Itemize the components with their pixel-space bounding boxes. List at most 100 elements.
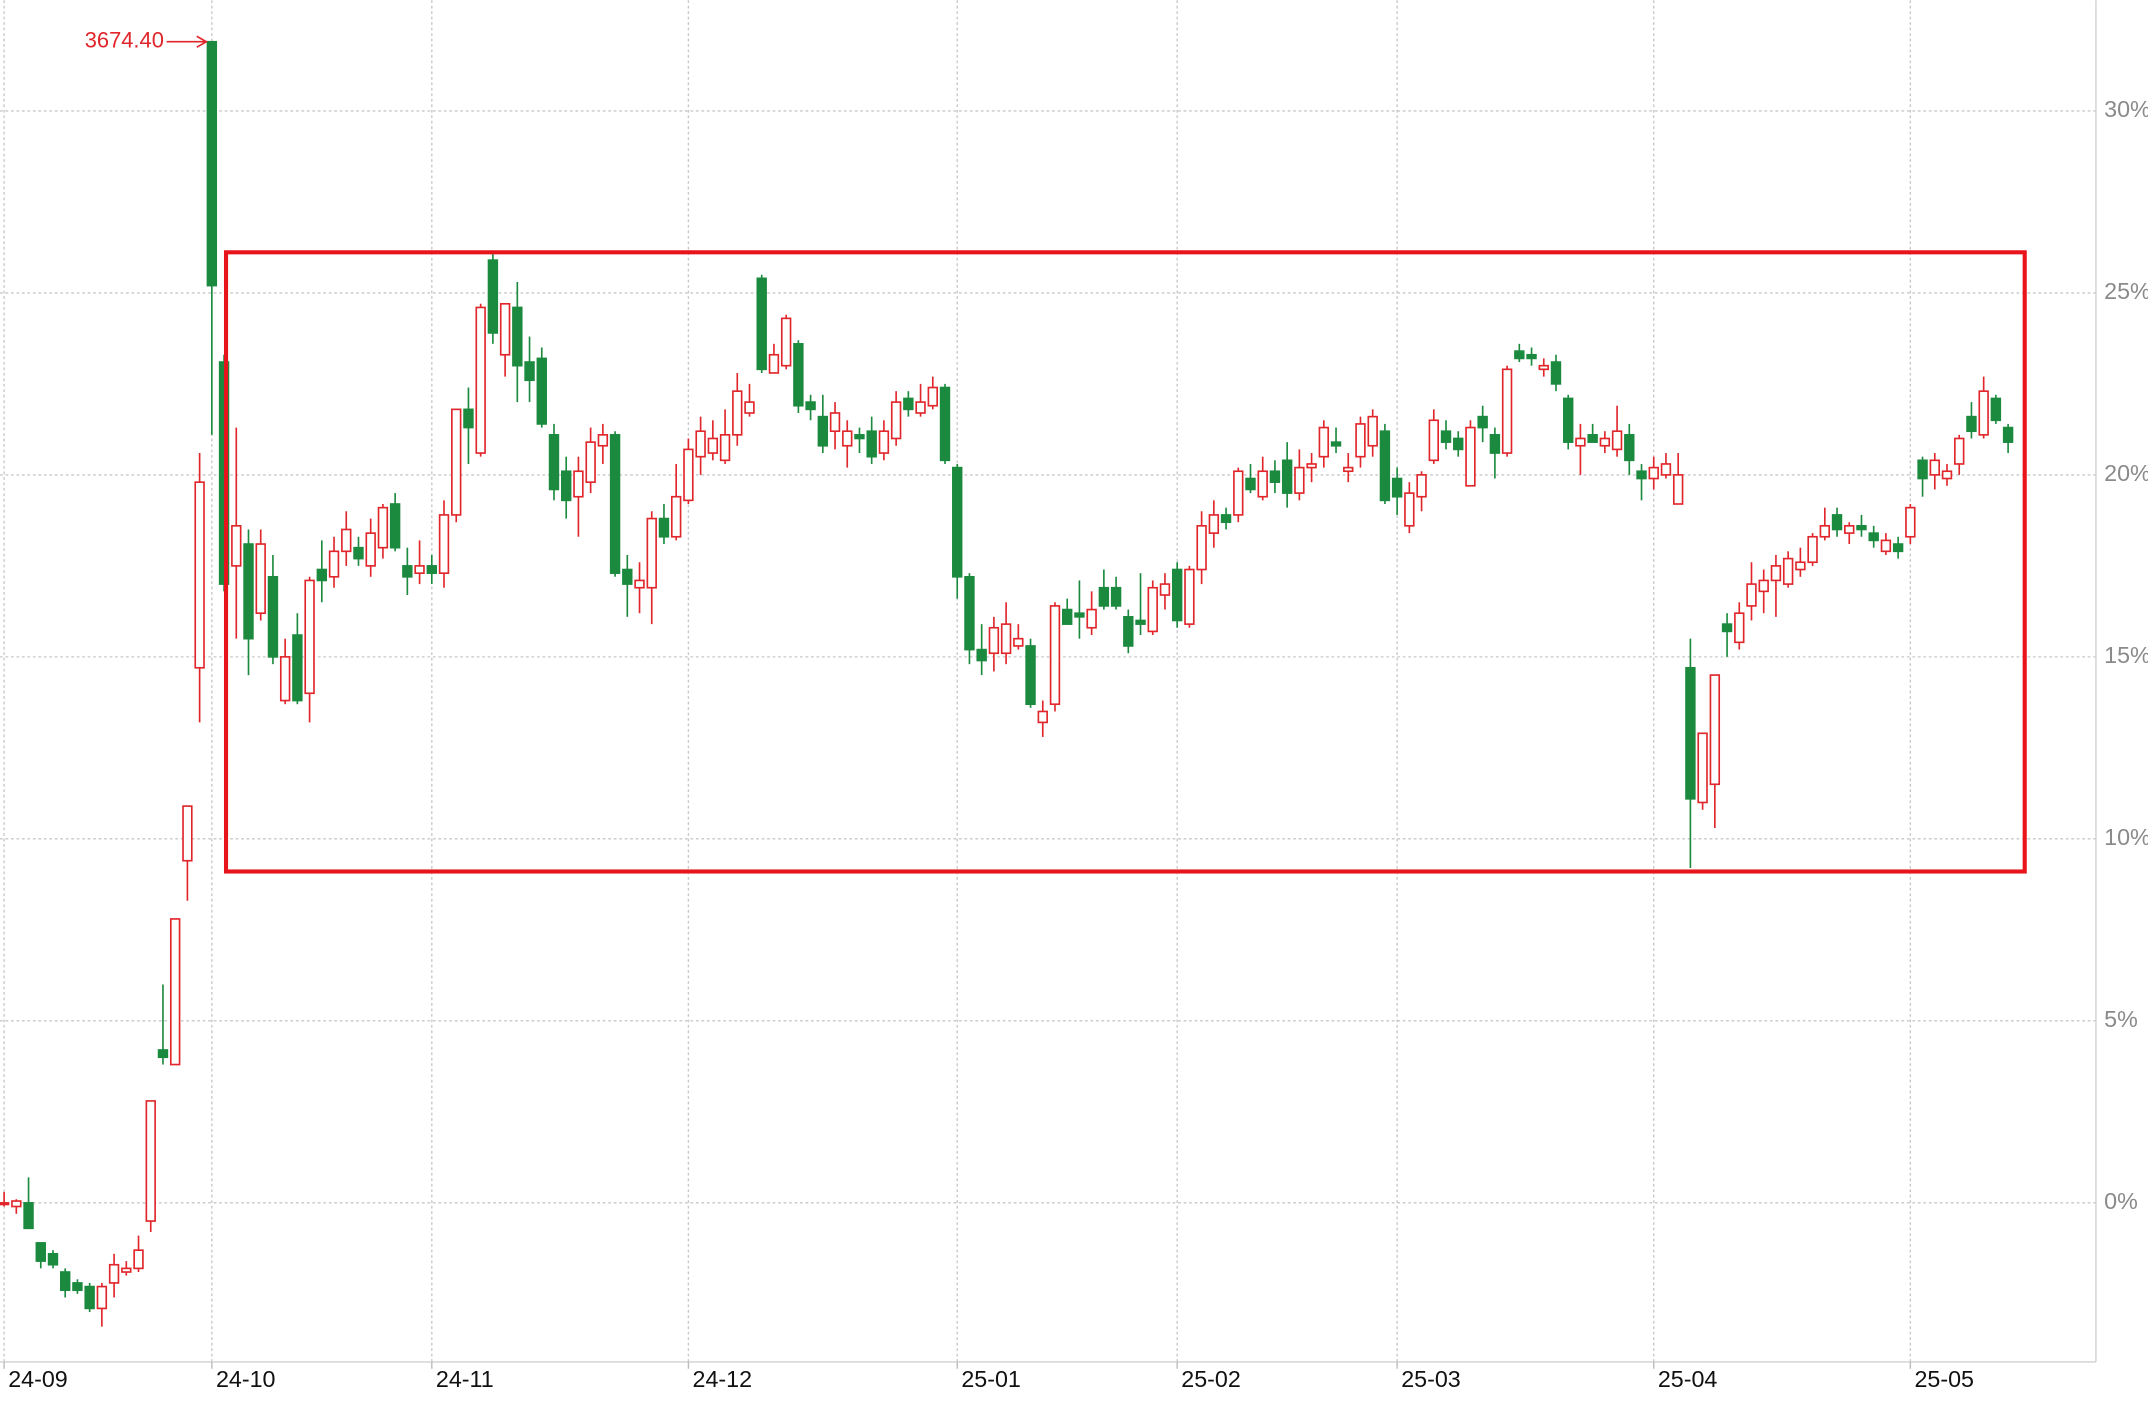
candle-body xyxy=(2002,426,2014,443)
candle-body xyxy=(1685,666,1696,800)
annotation-arrowhead xyxy=(196,35,209,48)
candle-body xyxy=(1477,415,1488,429)
candle-body xyxy=(1184,568,1195,625)
candle-body xyxy=(1098,586,1110,607)
candle-body xyxy=(463,408,474,429)
candle-body xyxy=(194,481,205,669)
candle-body xyxy=(1061,608,1073,625)
candle-body xyxy=(1636,470,1647,480)
candle-body xyxy=(1660,463,1672,476)
candle-body xyxy=(1929,459,1940,476)
candle-body xyxy=(952,466,963,578)
candle-body xyxy=(389,503,401,549)
candle-body xyxy=(964,575,975,651)
candle-body xyxy=(1856,525,1867,531)
candle-body xyxy=(426,565,437,574)
candle-body xyxy=(1966,415,1977,433)
candle-body xyxy=(206,40,218,287)
candle-body xyxy=(890,401,902,440)
candle-body xyxy=(1306,463,1317,469)
y-tick-label: 0% xyxy=(2104,1188,2138,1214)
candle-body xyxy=(96,1285,108,1310)
candle-body xyxy=(597,434,609,447)
candle-body xyxy=(1245,477,1256,491)
candle-body xyxy=(1123,616,1134,647)
y-tick-label: 30% xyxy=(2104,96,2148,122)
candle-body xyxy=(1159,583,1171,596)
candle-body xyxy=(414,565,425,574)
candle-body xyxy=(1440,430,1452,443)
candle-body xyxy=(487,259,499,334)
candle-body xyxy=(1196,525,1207,571)
candle-body xyxy=(145,1100,156,1222)
candle-body xyxy=(1624,434,1635,462)
candle-body xyxy=(1281,459,1293,494)
candle-body xyxy=(1868,532,1879,542)
y-tick-label: 20% xyxy=(2104,460,2148,486)
candle-body xyxy=(1269,470,1281,483)
candle-body xyxy=(72,1282,83,1292)
candle-body xyxy=(1807,535,1818,564)
candle-body xyxy=(1831,514,1843,531)
candle-body xyxy=(316,568,328,582)
candle-body xyxy=(267,575,279,658)
candle-body xyxy=(1135,619,1146,625)
x-tick-label: 24-11 xyxy=(436,1366,494,1392)
candle-body xyxy=(1819,525,1831,538)
candle-body xyxy=(84,1285,95,1310)
candle-body xyxy=(1049,605,1061,706)
candle-body xyxy=(1905,506,1916,538)
candle-body xyxy=(1233,470,1244,516)
candle-body xyxy=(1770,565,1782,582)
candle-body xyxy=(1941,470,1953,480)
candle-body xyxy=(1489,434,1501,454)
candle-body xyxy=(1550,361,1562,385)
candle-body xyxy=(732,390,743,436)
y-tick-label: 15% xyxy=(2104,642,2148,668)
candle-body xyxy=(438,514,450,574)
candle-body xyxy=(1648,466,1659,480)
candle-body xyxy=(1367,415,1378,447)
candle-body xyxy=(1074,612,1085,618)
candle-body xyxy=(1611,430,1623,451)
candle-body xyxy=(1734,612,1745,644)
candle-body xyxy=(121,1267,132,1273)
candle-body xyxy=(60,1271,71,1292)
x-tick-label: 24-10 xyxy=(216,1366,276,1392)
candle-body xyxy=(512,306,523,367)
candle-body xyxy=(695,430,706,458)
candle-body xyxy=(1501,368,1513,454)
grid xyxy=(0,0,2096,1362)
candle-body xyxy=(780,317,792,367)
candle-body xyxy=(1782,557,1794,585)
candle-body xyxy=(231,525,242,567)
candle-body xyxy=(634,579,645,589)
candle-body xyxy=(1709,674,1721,786)
highlight-box xyxy=(223,250,2027,874)
candle-body xyxy=(108,1263,120,1284)
candle-body xyxy=(646,517,657,589)
candle-body xyxy=(1220,514,1232,524)
x-tick-label: 25-04 xyxy=(1658,1366,1718,1392)
candle-body xyxy=(1343,466,1354,473)
x-tick-label: 25-05 xyxy=(1914,1366,1974,1392)
candle-body xyxy=(1562,397,1574,443)
y-tick-label: 10% xyxy=(2104,824,2148,850)
candle-body xyxy=(1013,637,1024,647)
candle-body xyxy=(1758,579,1769,593)
candle-body xyxy=(573,470,584,498)
candle-body xyxy=(157,1049,169,1059)
candle-body xyxy=(915,401,926,414)
candle-body xyxy=(1892,543,1904,553)
candle-body xyxy=(1171,568,1183,622)
candle-body xyxy=(304,579,315,695)
candle-body xyxy=(1379,430,1391,502)
candle-body xyxy=(719,434,731,462)
candle-body xyxy=(1672,474,1684,505)
y-tick-label: 25% xyxy=(2104,278,2148,304)
candle-body xyxy=(561,470,572,502)
candle-body xyxy=(23,1202,34,1230)
candle-body xyxy=(255,543,266,615)
candle-body xyxy=(0,1202,10,1206)
candle-body xyxy=(976,648,987,662)
